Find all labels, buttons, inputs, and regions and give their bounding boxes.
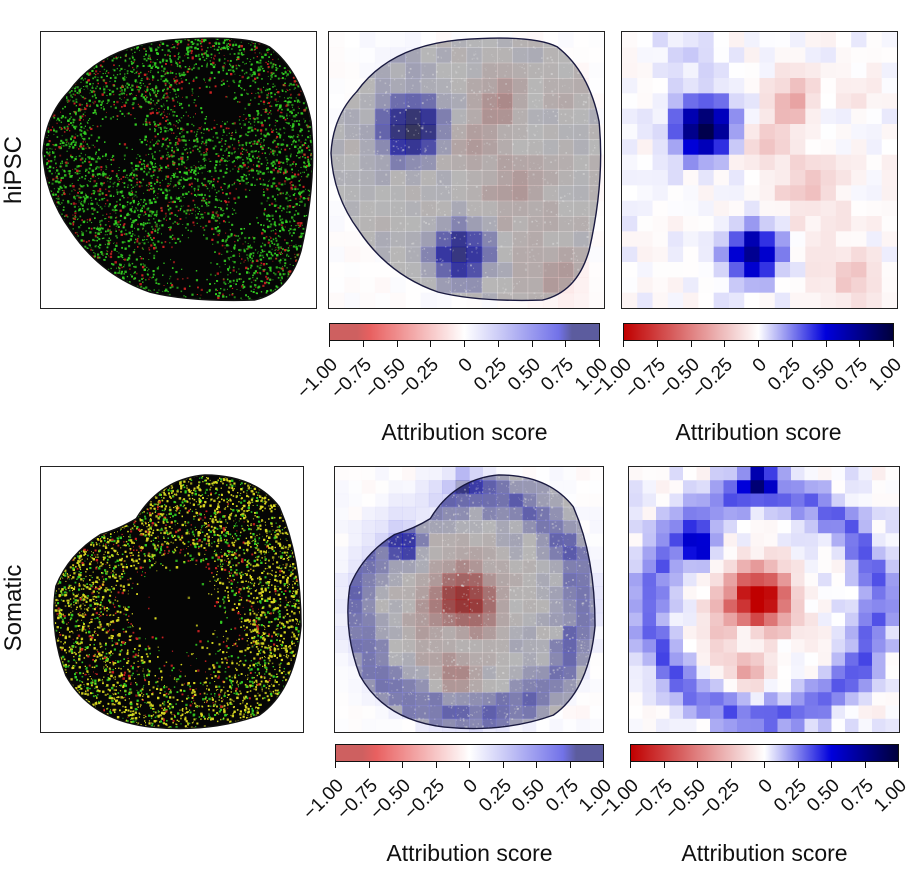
colorbar-tick	[865, 762, 866, 768]
hipsc-attribution-map	[621, 31, 898, 309]
colorbar-tick	[464, 341, 465, 347]
colorbar-tick	[329, 341, 330, 347]
colorbar-tick	[603, 762, 604, 768]
colorbar-gradient	[335, 744, 604, 762]
colorbar-tick	[859, 341, 860, 347]
colorbar-tick	[893, 341, 894, 347]
colorbar-tick	[565, 341, 566, 347]
colorbar-gradient	[630, 744, 899, 762]
colorbar-tick	[498, 341, 499, 347]
colorbar-tick	[792, 341, 793, 347]
colorbar-tick	[436, 762, 437, 768]
colorbar-tick	[657, 341, 658, 347]
somatic-microscopy-image	[40, 466, 304, 733]
colorbar-title: Attribution score	[329, 419, 600, 446]
hipsc-attribution-overlay	[328, 31, 605, 309]
colorbar-title: Attribution score	[630, 840, 899, 867]
colorbar-gradient	[329, 323, 600, 341]
colorbar-tick	[731, 762, 732, 768]
colorbar-tick	[536, 762, 537, 768]
colorbar-tick	[335, 762, 336, 768]
colorbar-tick	[532, 341, 533, 347]
hipsc-microscopy-image	[40, 31, 317, 309]
colorbar-tick	[599, 341, 600, 347]
colorbar-tick	[503, 762, 504, 768]
colorbar-tick	[826, 341, 827, 347]
colorbar-tick	[369, 762, 370, 768]
somatic-attribution-map	[628, 466, 900, 733]
row-label-hipsc: hiPSC	[0, 134, 28, 206]
colorbar-tick	[691, 341, 692, 347]
colorbar-tick	[630, 762, 631, 768]
colorbar-tick	[469, 762, 470, 768]
colorbar-tick	[402, 762, 403, 768]
colorbar-gradient	[623, 323, 894, 341]
colorbar-tick	[831, 762, 832, 768]
colorbar-tick	[397, 341, 398, 347]
colorbar-tick	[363, 341, 364, 347]
colorbar-tick	[798, 762, 799, 768]
colorbar-tick	[758, 341, 759, 347]
colorbar-tick	[697, 762, 698, 768]
colorbar-tick	[898, 762, 899, 768]
colorbar-tick	[664, 762, 665, 768]
colorbar-tick	[724, 341, 725, 347]
colorbar-tick	[623, 341, 624, 347]
colorbar-tick	[764, 762, 765, 768]
colorbar-tick	[430, 341, 431, 347]
row-label-somatic: Somatic	[0, 564, 28, 652]
somatic-attribution-overlay	[334, 466, 604, 733]
colorbar-tick	[570, 762, 571, 768]
colorbar-title: Attribution score	[335, 840, 604, 867]
colorbar-title: Attribution score	[623, 419, 894, 446]
